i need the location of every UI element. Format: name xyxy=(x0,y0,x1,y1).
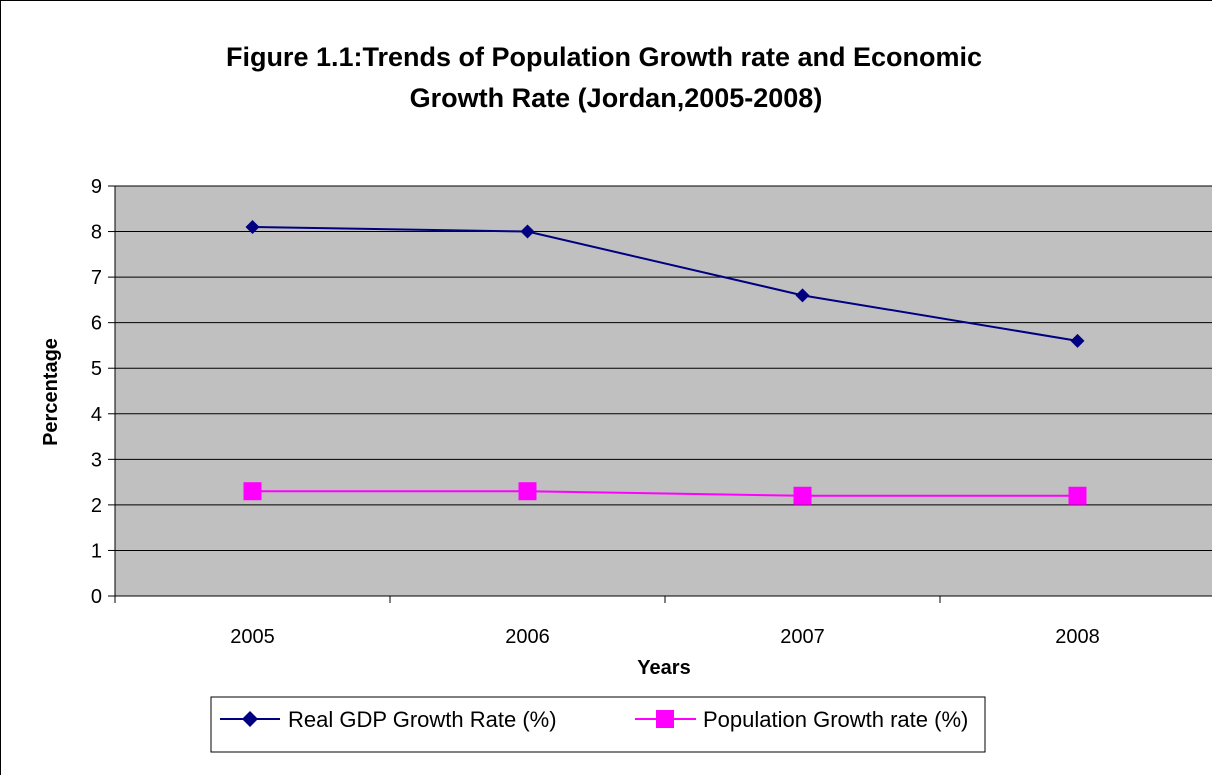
legend: Real GDP Growth Rate (%) Population Grow… xyxy=(211,697,985,752)
x-tick-label: 2006 xyxy=(505,626,550,648)
data-point-square xyxy=(244,482,262,500)
y-tick-label: 8 xyxy=(91,222,102,244)
y-tick-label: 1 xyxy=(91,540,102,562)
chart-title-line-1: Figure 1.1:Trends of Population Growth r… xyxy=(226,42,982,72)
x-tick-label: 2007 xyxy=(780,626,825,648)
y-tick-label: 4 xyxy=(91,404,102,426)
y-tick-label: 2 xyxy=(91,495,102,517)
data-point-square xyxy=(1069,487,1087,505)
y-axis-title: Percentage xyxy=(40,338,62,446)
y-tick-label: 6 xyxy=(91,313,102,335)
y-tick-label: 5 xyxy=(91,358,102,380)
plot-area xyxy=(115,186,1212,596)
y-tick-label: 9 xyxy=(91,176,102,198)
x-tick-label: 2008 xyxy=(1055,626,1100,648)
legend-swatch-square-icon xyxy=(656,710,674,728)
x-tick-label: 2005 xyxy=(230,626,275,648)
data-point-square xyxy=(519,482,537,500)
y-tick-label: 3 xyxy=(91,449,102,471)
y-tick-label: 0 xyxy=(91,586,102,608)
legend-label-population: Population Growth rate (%) xyxy=(703,707,968,732)
data-point-square xyxy=(794,487,812,505)
y-tick-label: 7 xyxy=(91,267,102,289)
legend-label-gdp: Real GDP Growth Rate (%) xyxy=(288,707,557,732)
chart-title-line-2: Growth Rate (Jordan,2005-2008) xyxy=(410,83,823,113)
x-axis-title: Years xyxy=(637,657,690,679)
